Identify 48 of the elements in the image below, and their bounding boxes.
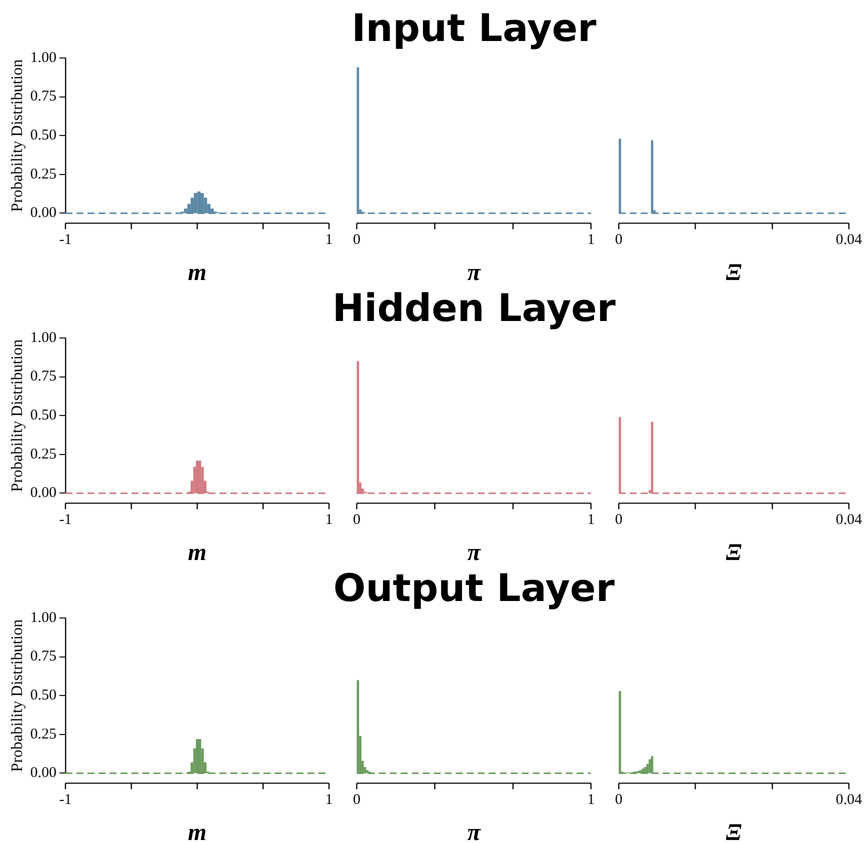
y-tick-label: 0.75 xyxy=(30,88,56,105)
x-axis-title: Ξ xyxy=(726,820,742,843)
y-tick-label: 1.00 xyxy=(30,610,56,626)
x-tick-label: 0.04 xyxy=(836,512,862,528)
x-axis-title: π xyxy=(467,260,482,286)
x-axis-title: Ξ xyxy=(726,540,742,566)
x-tick-label: 0 xyxy=(353,232,360,248)
x-tick-label: 0.04 xyxy=(836,232,862,248)
y-axis-title: Probability Distribution xyxy=(8,339,26,492)
x-tick-label: -1 xyxy=(59,232,72,248)
y-tick-label: 0.00 xyxy=(30,485,56,502)
x-tick-label: 1 xyxy=(325,232,333,248)
x-axis-title: π xyxy=(467,540,482,566)
chart-title: Hidden Layer xyxy=(332,286,616,330)
y-tick-label: 0.75 xyxy=(30,648,56,665)
x-tick-label: 0.04 xyxy=(836,792,862,808)
x-tick-label: 0 xyxy=(353,512,360,528)
x-tick-label: 0 xyxy=(615,512,622,528)
y-tick-label: 1.00 xyxy=(30,330,56,346)
y-tick-label: 1.00 xyxy=(30,50,56,66)
x-tick-label: -1 xyxy=(59,512,72,528)
x-tick-label: 1 xyxy=(325,512,333,528)
y-tick-label: 0.50 xyxy=(30,408,56,424)
x-axis-title: m xyxy=(188,540,207,566)
x-axis-title: π xyxy=(467,820,482,843)
chart-title: Input Layer xyxy=(352,6,596,50)
x-axis-title: m xyxy=(188,820,207,843)
x-axis-title: m xyxy=(188,260,207,286)
x-axis-title: Ξ xyxy=(726,260,742,286)
x-tick-label: 0 xyxy=(615,232,622,248)
y-tick-label: 0.00 xyxy=(30,765,56,782)
y-tick-label: 0.25 xyxy=(30,726,56,742)
y-tick-label: 0.25 xyxy=(30,166,56,182)
x-tick-label: 1 xyxy=(587,512,595,528)
x-tick-label: 0 xyxy=(615,792,622,808)
x-tick-label: 1 xyxy=(325,792,333,808)
y-axis-title: Probability Distribution xyxy=(8,619,26,772)
x-tick-label: -1 xyxy=(59,792,72,808)
x-tick-label: 1 xyxy=(587,792,595,808)
y-tick-label: 0.75 xyxy=(30,368,56,385)
y-tick-label: 0.50 xyxy=(30,128,56,144)
y-tick-label: 0.00 xyxy=(30,205,56,222)
y-tick-label: 0.25 xyxy=(30,446,56,462)
chart-title: Output Layer xyxy=(333,566,615,610)
x-tick-label: 0 xyxy=(353,792,360,808)
x-tick-label: 1 xyxy=(587,232,595,248)
y-axis-title: Probability Distribution xyxy=(8,59,26,212)
y-tick-label: 0.50 xyxy=(30,688,56,704)
